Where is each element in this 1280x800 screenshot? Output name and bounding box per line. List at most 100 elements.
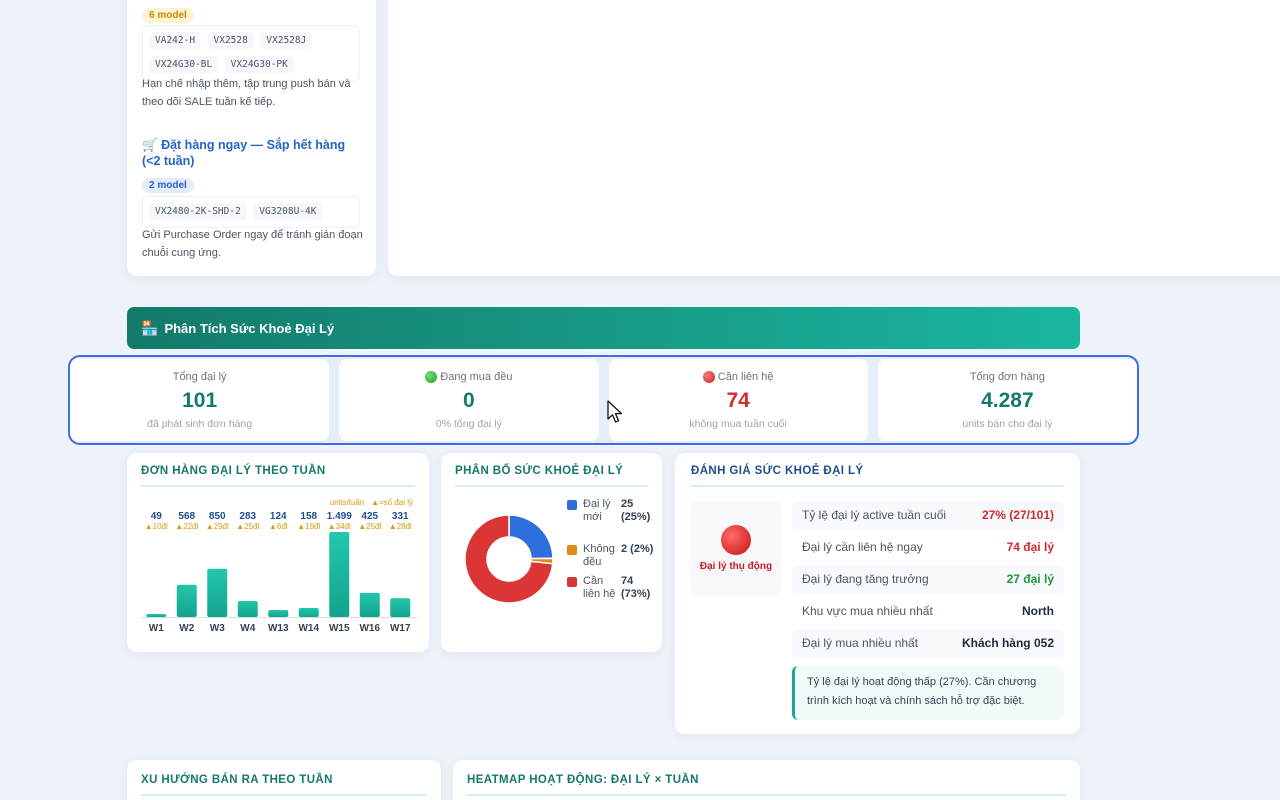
reorder-heading: 🛒 Đặt hàng ngay — Sắp hết hàng (<2 tuần) [142, 137, 364, 169]
x-tick-label: W2 [179, 623, 194, 634]
bar-dealer-label: ▲19đl [297, 522, 320, 531]
bar [390, 598, 411, 617]
bar [268, 609, 289, 617]
bar-value-label: 158 [300, 511, 317, 522]
x-tick-label: W3 [210, 623, 225, 634]
bar [146, 614, 167, 617]
metric-row: Đại lý cần liên hệ ngay 74 đại lý [792, 533, 1064, 561]
kpi-total-dealers: Tổng đại lý 101 đã phát sinh đơn hàng [70, 359, 330, 441]
metric-row: Khu vực mua nhiều nhất North [792, 597, 1064, 625]
kpi-need-contact: Cần liên hệ 74 không mua tuần cuối [608, 359, 868, 441]
bar [359, 592, 380, 617]
x-tick-label: W15 [329, 623, 350, 634]
chart-panel [388, 0, 1280, 276]
legend-item: Không đều 2 (2%) [567, 543, 655, 569]
legend-name: Không đều [583, 543, 615, 568]
status-indicator: Đại lý thụ động [691, 501, 781, 596]
metric-row: Tỷ lệ đại lý active tuần cuối 27% (27/10… [792, 501, 1064, 529]
status-label: Đại lý thụ động [699, 560, 773, 572]
section-title: Phân Tích Sức Khoẻ Đại Lý [164, 320, 335, 336]
kpi-regular-buyers: Đang mua đều 0 0% tổng đại lý [339, 359, 599, 441]
card-title: ĐƠN HÀNG ĐẠI LÝ THEO TUẦN [141, 465, 415, 487]
bar-value-label: 425 [361, 511, 378, 522]
legend-name: Đại lý mới [583, 498, 611, 523]
recommendation-note: Tỷ lệ đại lý hoạt động thấp (27%). Cần c… [792, 666, 1064, 720]
card-title: XU HƯỚNG BÁN RA THEO TUẦN [141, 774, 427, 796]
metric-label: Khu vực mua nhiều nhất [802, 604, 933, 618]
donut-slice [508, 514, 554, 560]
legend-item: Cần liên hệ 74 (73%) [567, 575, 655, 601]
kpi-subtext: không mua tuần cuối [689, 417, 787, 430]
bar [176, 584, 197, 617]
weekly-orders-chart: 49▲10đlW1568▲22đlW2850▲29đlW3283▲25đlW41… [141, 511, 417, 634]
legend-name: Cần liên hệ [583, 575, 616, 600]
kpi-total-orders: Tổng đơn hàng 4.287 units bán cho đại lý [877, 359, 1137, 441]
bar-dealer-label: ▲25đl [236, 522, 259, 531]
model-chip-list: VA242-H VX2528 VX2528J VX24G30-BL VX24G3… [142, 25, 360, 81]
bar [237, 600, 258, 617]
bar [329, 532, 350, 617]
card-title: ĐÁNH GIÁ SỨC KHOẺ ĐẠI LÝ [691, 465, 1064, 487]
metric-value: North [1022, 604, 1054, 618]
red-dot-icon [702, 370, 715, 383]
metric-value: 27 đại lý [1006, 572, 1054, 586]
legend-swatch [567, 577, 577, 587]
model-chip: VX24G30-BL [149, 56, 219, 73]
x-tick-label: W13 [268, 623, 289, 634]
kpi-label: Đang mua đều [440, 370, 513, 383]
legend-units: units/tuần [329, 498, 365, 507]
model-chip-list: VX2480-2K-SHD-2 VG3208U-4K [142, 196, 360, 228]
model-chip: VA242-H [149, 32, 202, 49]
card-title: PHÂN BỔ SỨC KHOẺ ĐẠI LÝ [455, 465, 648, 487]
metric-value: 74 đại lý [1006, 540, 1054, 554]
bar-dealer-label: ▲10đl [145, 522, 168, 531]
model-count-badge: 2 model [142, 178, 194, 193]
bar-dealer-label: ▲29đl [206, 522, 229, 531]
legend-swatch [567, 500, 577, 510]
metric-value: Khách hàng 052 [961, 636, 1054, 650]
legend-value: 2 (2%) [621, 543, 654, 555]
x-tick-label: W17 [390, 623, 411, 634]
inventory-note: Hạn chế nhập thêm, tập trung push bán và… [142, 78, 351, 108]
bar-value-label: 331 [392, 511, 409, 522]
kpi-subtext: units bán cho đại lý [962, 417, 1053, 430]
bar-dealer-label: ▲22đl [175, 522, 198, 531]
dealer-health-evaluation-card: ĐÁNH GIÁ SỨC KHOẺ ĐẠI LÝ Đại lý thụ động… [675, 453, 1080, 734]
metric-label: Đại lý cần liên hệ ngay [802, 540, 923, 554]
inventory-alert-card: 6 model VA242-H VX2528 VX2528J VX24G30-B… [127, 0, 376, 276]
kpi-label: Cần liên hệ [717, 370, 774, 383]
dealer-distribution-card: PHÂN BỔ SỨC KHOẺ ĐẠI LÝ Đại lý mới 25 (2… [441, 453, 662, 652]
metric-row: Đại lý mua nhiều nhất Khách hàng 052 [792, 629, 1064, 657]
chart-legend: units/tuần ▲=số đại lý [330, 498, 413, 507]
kpi-subtext: 0% tổng đại lý [435, 417, 502, 430]
metric-row: Đại lý đang tăng trưởng 27 đại lý [792, 565, 1064, 593]
bar-value-label: 124 [270, 511, 287, 522]
x-tick-label: W14 [298, 623, 319, 634]
model-chip: VX2480-2K-SHD-2 [149, 203, 247, 220]
bar-dealer-label: ▲34đl [328, 522, 351, 531]
bar-value-label: 283 [239, 511, 256, 522]
bar-dealer-label: ▲25đl [358, 522, 381, 531]
model-count-badge: 6 model [142, 8, 194, 23]
kpi-label: Tổng đại lý [172, 370, 227, 383]
kpi-strip: Tổng đại lý 101 đã phát sinh đơn hàng Đa… [68, 355, 1139, 445]
bar-value-label: 850 [209, 511, 226, 522]
model-chip: VX2528J [260, 32, 313, 49]
metric-value: 27% (27/101) [981, 508, 1054, 522]
cart-icon: 🛒 [142, 138, 158, 152]
bar-value-label: 49 [151, 511, 163, 522]
model-chip: VG3208U-4K [253, 203, 323, 220]
model-chip: VX24G30-PK [224, 56, 294, 73]
x-tick-label: W4 [240, 623, 255, 634]
kpi-value: 101 [182, 388, 218, 412]
legend-dealers: ▲=số đại lý [371, 498, 413, 507]
legend-value: 25 (25%) [621, 498, 651, 523]
donut-slice [464, 514, 554, 604]
store-icon: 🏪 [141, 319, 159, 336]
bar [207, 568, 228, 617]
green-dot-icon [425, 370, 438, 383]
bar-value-label: 1.499 [327, 511, 352, 522]
bar [298, 608, 319, 617]
metric-label: Đại lý mua nhiều nhất [802, 636, 919, 650]
metric-label: Tỷ lệ đại lý active tuần cuối [802, 508, 947, 522]
